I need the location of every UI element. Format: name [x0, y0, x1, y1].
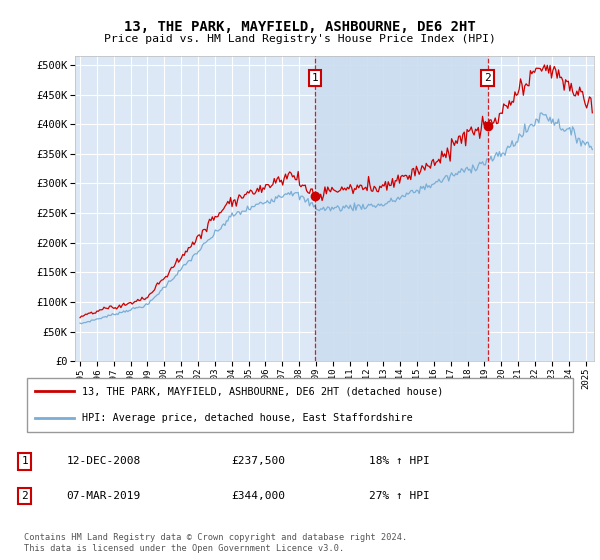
Text: 2: 2: [21, 491, 28, 501]
Text: Price paid vs. HM Land Registry's House Price Index (HPI): Price paid vs. HM Land Registry's House …: [104, 34, 496, 44]
Text: 13, THE PARK, MAYFIELD, ASHBOURNE, DE6 2HT (detached house): 13, THE PARK, MAYFIELD, ASHBOURNE, DE6 2…: [82, 386, 443, 396]
FancyBboxPatch shape: [27, 377, 573, 432]
Text: 1: 1: [312, 73, 319, 83]
Text: 2: 2: [484, 73, 491, 83]
Text: HPI: Average price, detached house, East Staffordshire: HPI: Average price, detached house, East…: [82, 413, 413, 423]
Bar: [315, 56, 488, 361]
Text: £344,000: £344,000: [231, 491, 285, 501]
Text: 07-MAR-2019: 07-MAR-2019: [67, 491, 141, 501]
Text: £237,500: £237,500: [231, 456, 285, 466]
Text: 12-DEC-2008: 12-DEC-2008: [67, 456, 141, 466]
Text: 13, THE PARK, MAYFIELD, ASHBOURNE, DE6 2HT: 13, THE PARK, MAYFIELD, ASHBOURNE, DE6 2…: [124, 20, 476, 34]
Text: 1: 1: [21, 456, 28, 466]
Text: 27% ↑ HPI: 27% ↑ HPI: [369, 491, 430, 501]
Text: 18% ↑ HPI: 18% ↑ HPI: [369, 456, 430, 466]
Text: Contains HM Land Registry data © Crown copyright and database right 2024.
This d: Contains HM Land Registry data © Crown c…: [24, 533, 407, 553]
